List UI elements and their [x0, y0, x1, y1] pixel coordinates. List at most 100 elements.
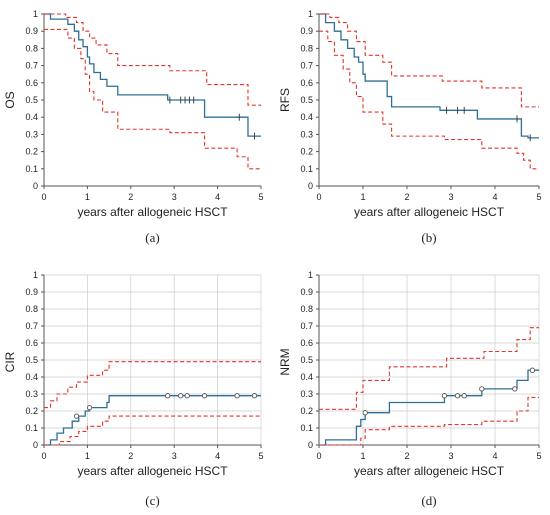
x-tick-label: 2: [404, 192, 409, 202]
y-tick-label: 1: [33, 270, 38, 280]
y-tick-label: 1: [308, 270, 313, 280]
y-tick-label: 0.2: [300, 406, 313, 416]
y-tick-label: 0.9: [25, 26, 38, 36]
censor-marker: [479, 386, 485, 392]
x-tick-label: 2: [128, 192, 133, 202]
y-tick-label: 0.3: [300, 389, 313, 399]
censor-marker: [461, 393, 467, 399]
y-tick-label: 0.9: [25, 287, 38, 297]
panel-label: (c): [145, 493, 159, 508]
censor-marker: [86, 404, 93, 411]
x-tick-label: 1: [360, 192, 365, 202]
survival-estimate-line: [319, 369, 539, 446]
y-tick-label: 0.5: [25, 95, 38, 105]
y-tick-label: 1: [33, 9, 38, 19]
chart-panel: 0 0.1 0.2 0.3 0.4 0.5 0.6 0.7 0.8 0.9 1 0 1 2 3 4 5 RFS ye…: [278, 9, 542, 245]
x-tick-label: 4: [492, 451, 497, 461]
censor-marker: [362, 410, 368, 416]
confidence-bound-lower: [319, 30, 539, 170]
censor-marker: [201, 393, 208, 399]
survival-estimate-line: [319, 13, 539, 139]
x-axis-label: years after allogeneic HSCT: [354, 205, 505, 219]
y-tick-label: 0.1: [300, 423, 313, 433]
y-tick-label: 0.8: [25, 304, 38, 314]
y-tick-label: 0.4: [25, 372, 38, 382]
x-axis-label: years after allogeneic HSCT: [77, 464, 228, 478]
chart-panel: 0 0.1 0.2 0.3 0.4 0.5 0.6 0.7 0.8 0.9 1 0 1 2 3 4 5 NRM ye…: [278, 270, 542, 508]
y-axis-label: RFS: [278, 88, 292, 112]
y-tick-label: 0.9: [300, 26, 313, 36]
y-axis-label: NRM: [278, 348, 292, 375]
y-tick-label: 0.5: [25, 355, 38, 365]
y-tick-label: 0.7: [300, 321, 313, 331]
y-tick-label: 0.6: [300, 338, 313, 348]
censor-marker: [73, 413, 80, 419]
censor-marker: [251, 393, 258, 399]
censor-marker: [234, 393, 240, 399]
confidence-bound-lower: [44, 28, 261, 170]
y-tick-label: 0: [33, 181, 38, 191]
survival-estimate-line: [44, 395, 261, 446]
y-tick-label: 0.5: [300, 95, 313, 105]
censor-marker: [184, 393, 190, 399]
chart-panel: 0 0.1 0.2 0.3 0.4 0.5 0.6 0.7 0.8 0.9 1 0 1 2 3 4 5 CIR ye…: [3, 270, 264, 508]
x-tick-label: 2: [404, 451, 409, 461]
y-tick-label: 0.6: [25, 338, 38, 348]
y-tick-label: 0.1: [25, 423, 38, 433]
x-tick-label: 1: [85, 451, 90, 461]
y-tick-label: 0.8: [25, 43, 38, 53]
x-tick-label: 4: [492, 192, 497, 202]
y-tick-label: 1: [308, 9, 313, 19]
confidence-bound-lower: [44, 415, 261, 446]
x-tick-label: 0: [316, 192, 321, 202]
panel-label: (d): [421, 493, 436, 508]
x-axis-label: years after allogeneic HSCT: [354, 464, 505, 478]
x-tick-label: 1: [360, 451, 365, 461]
x-tick-label: 5: [536, 192, 541, 202]
y-tick-label: 0.2: [25, 406, 38, 416]
x-tick-label: 3: [448, 192, 453, 202]
y-tick-label: 0.5: [300, 355, 313, 365]
y-tick-label: 0.3: [25, 129, 38, 139]
y-tick-label: 0.4: [300, 372, 313, 382]
x-tick-label: 2: [128, 451, 133, 461]
y-axis-label: OS: [3, 91, 17, 108]
x-tick-label: 1: [85, 192, 90, 202]
confidence-bound-upper: [44, 361, 261, 409]
x-tick-label: 5: [258, 451, 263, 461]
censor-marker: [454, 393, 461, 399]
survival-estimate-line: [44, 13, 261, 137]
x-tick-label: 0: [41, 192, 46, 202]
y-axis-label: CIR: [3, 351, 17, 372]
confidence-bound-upper: [319, 13, 539, 108]
x-tick-label: 5: [258, 192, 263, 202]
y-tick-label: 0.1: [25, 164, 38, 174]
x-axis-label: years after allogeneic HSCT: [77, 205, 228, 219]
censor-marker: [165, 393, 171, 399]
y-tick-label: 0.8: [300, 43, 313, 53]
x-tick-label: 4: [215, 451, 220, 461]
y-tick-label: 0.3: [300, 129, 313, 139]
y-tick-label: 0.3: [25, 389, 38, 399]
y-tick-label: 0.2: [25, 147, 38, 157]
x-tick-label: 5: [536, 451, 541, 461]
y-tick-label: 0: [308, 181, 313, 191]
confidence-bound-lower: [319, 396, 539, 446]
y-tick-label: 0.7: [300, 61, 313, 71]
x-tick-label: 4: [215, 192, 220, 202]
x-tick-label: 3: [172, 451, 177, 461]
y-tick-label: 0.1: [300, 164, 313, 174]
y-tick-label: 0.8: [300, 304, 313, 314]
x-tick-label: 0: [41, 451, 46, 461]
censor-marker: [529, 367, 536, 373]
panel-label: (a): [145, 230, 159, 245]
y-tick-label: 0: [33, 440, 38, 450]
y-tick-label: 0.9: [300, 287, 313, 297]
chart-panel: 0 0.1 0.2 0.3 0.4 0.5 0.6 0.7 0.8 0.9 1 0 1 2 3 4 5 OS yea…: [3, 9, 264, 245]
y-tick-label: 0.2: [300, 147, 313, 157]
y-tick-label: 0.4: [25, 112, 38, 122]
confidence-bound-upper: [44, 13, 261, 106]
censor-marker: [512, 386, 518, 392]
confidence-bound-upper: [319, 327, 539, 410]
